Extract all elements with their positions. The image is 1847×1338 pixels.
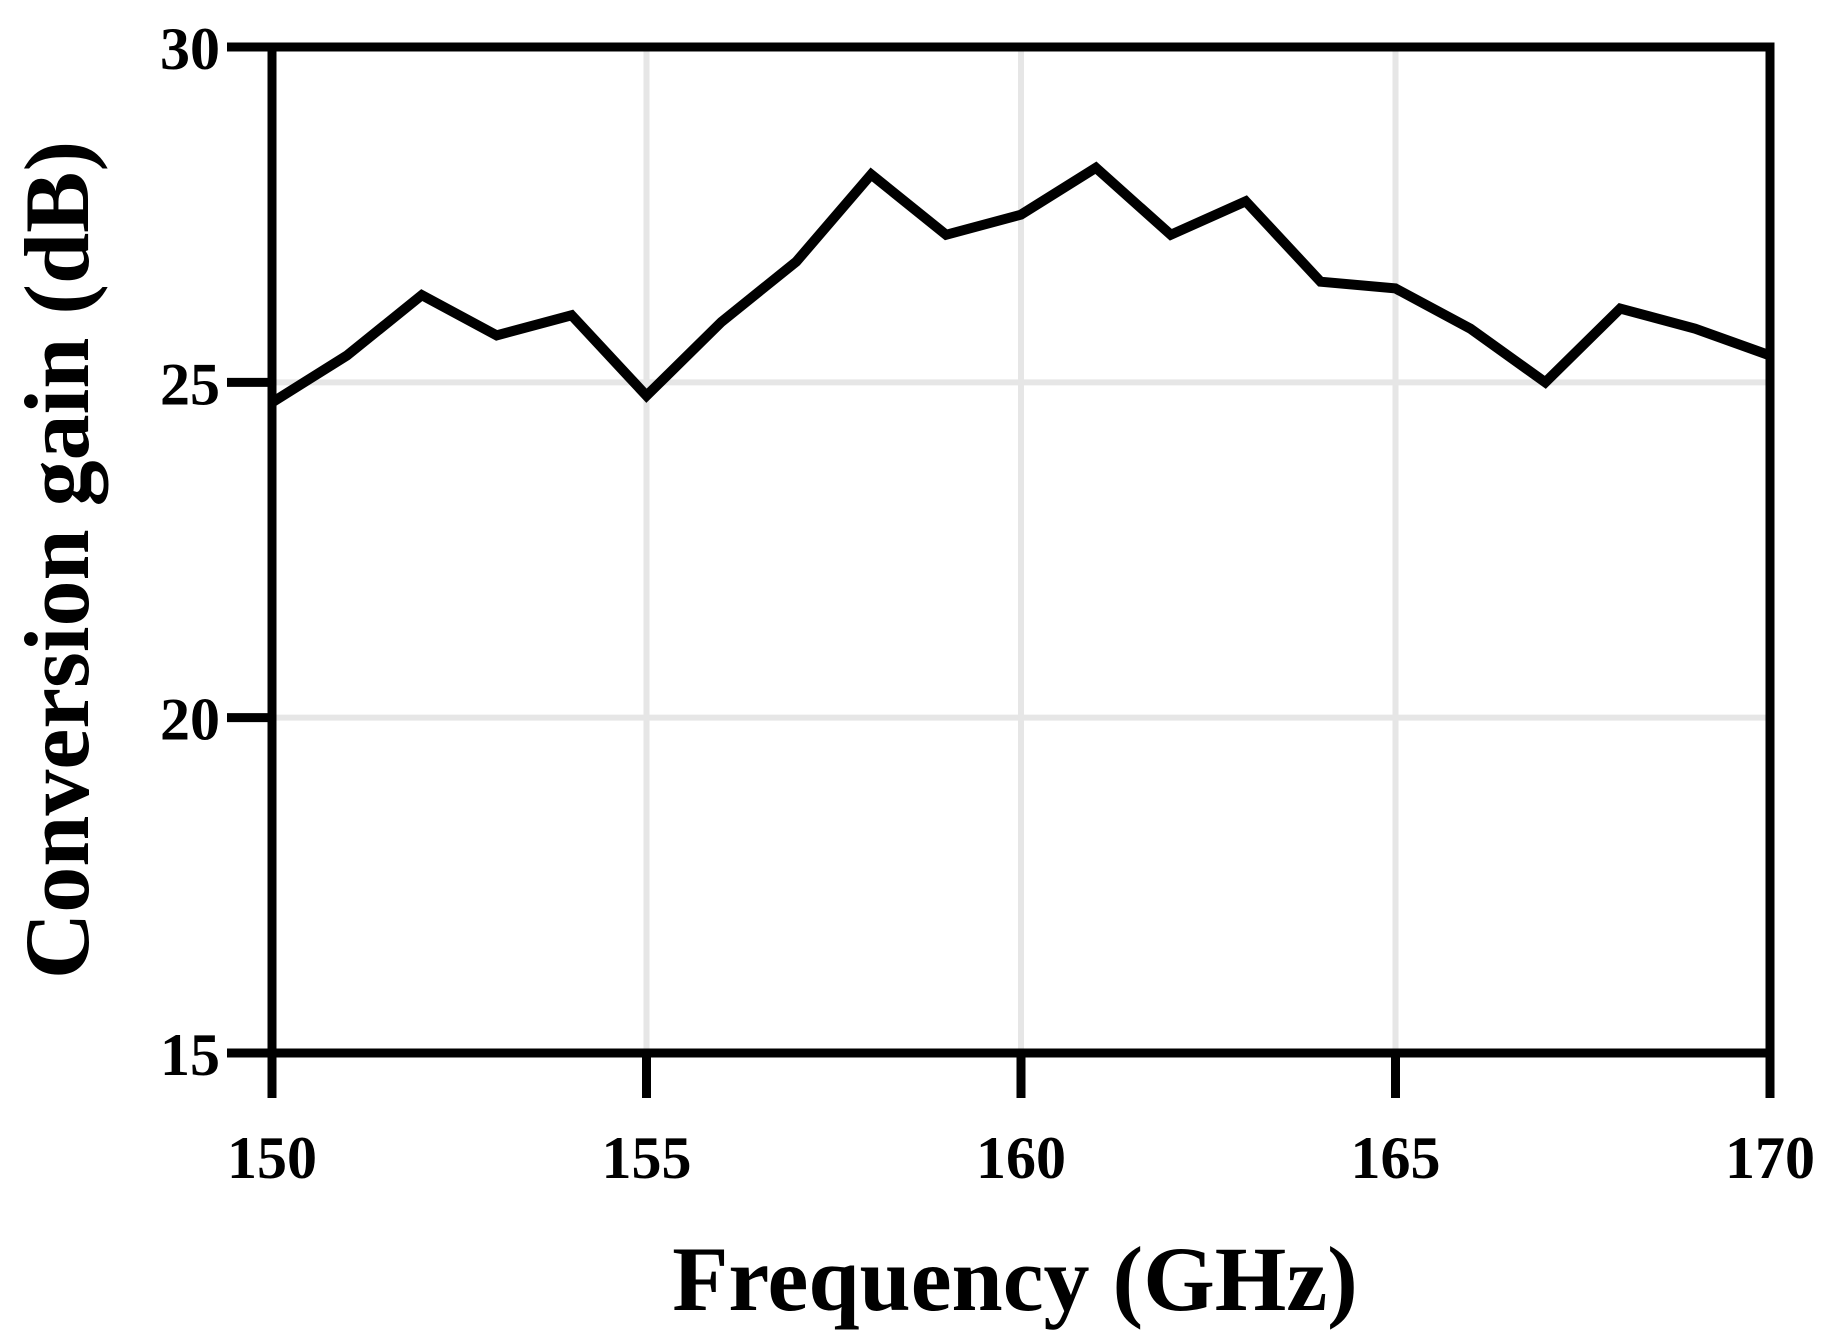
x-tick-label: 155 [602,1125,692,1191]
y-tick-label: 15 [160,1022,220,1088]
x-tick-label: 165 [1351,1125,1441,1191]
grid-lines [272,47,1770,1053]
x-tick-label: 150 [227,1125,317,1191]
y-tick-label: 20 [160,687,220,753]
x-axis-title: Frequency (GHz) [672,1228,1358,1330]
y-tick-label: 25 [160,351,220,417]
series-group [269,161,1772,407]
series-line [269,161,1772,407]
x-tick-label: 170 [1725,1125,1815,1191]
x-tick-label: 160 [976,1125,1066,1191]
y-tick-label: 30 [160,16,220,82]
y-axis-title: Conversion gain (dB) [6,141,108,979]
ticks: 150 155 160 165 170 15 20 25 30 [160,16,1815,1191]
